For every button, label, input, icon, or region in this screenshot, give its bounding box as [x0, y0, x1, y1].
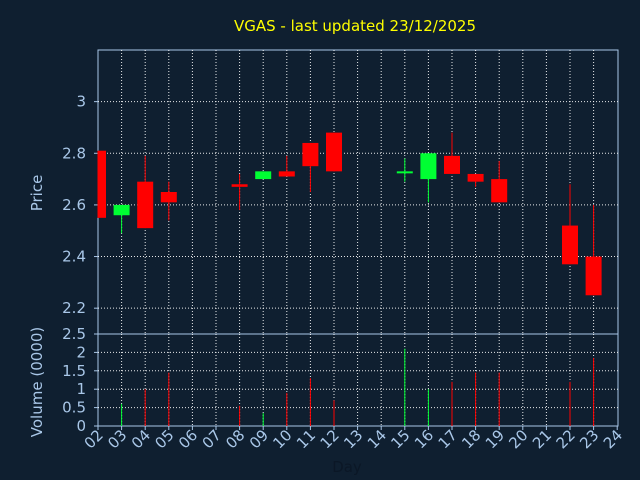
candle-body	[585, 256, 602, 296]
candle-22	[562, 184, 578, 265]
candle-body	[255, 171, 272, 180]
price-ytick-label: 3	[76, 93, 86, 111]
x-axis-label: Day	[332, 458, 362, 476]
candle-body	[491, 179, 508, 203]
x-tick-label: 09	[246, 426, 272, 452]
candle-04	[137, 155, 154, 229]
candle-08	[231, 173, 248, 211]
x-tick-label: 19	[482, 426, 508, 452]
candle-body	[137, 181, 154, 229]
candle-body	[420, 153, 437, 180]
x-tick-label: 10	[269, 426, 295, 452]
volume-ytick-label: 0.5	[62, 399, 86, 417]
volume-panel: 00.511.522.5	[62, 325, 619, 435]
candle-09	[255, 171, 272, 180]
x-tick-label: 08	[222, 426, 248, 452]
volume-ytick-label: 1	[76, 380, 86, 398]
candle-16	[420, 153, 437, 203]
volume-ytick-label: 2.5	[62, 325, 86, 343]
volume-axis-label: Volume (0000)	[28, 327, 46, 437]
candle-12	[326, 132, 342, 172]
volume-ytick-label: 1.5	[62, 362, 86, 380]
x-tick-label: 07	[199, 426, 225, 452]
price-ytick-label: 2.6	[62, 196, 86, 214]
candle-23	[585, 204, 602, 296]
candle-body	[326, 132, 342, 172]
candle-18	[467, 173, 484, 187]
x-tick-label: 12	[317, 426, 343, 452]
x-tick-label: 13	[340, 426, 366, 452]
candle-body	[562, 225, 578, 265]
candle-body	[98, 150, 106, 218]
candle-03	[113, 204, 130, 234]
candle-10	[278, 155, 295, 177]
candle-body	[396, 171, 413, 174]
x-tick-label: 16	[411, 426, 437, 452]
x-tick-label: 17	[435, 426, 461, 452]
x-tick-label: 20	[505, 426, 531, 452]
candle-17	[444, 132, 460, 174]
volume-ytick-label: 0	[76, 417, 86, 435]
x-tick-label: 14	[364, 426, 390, 452]
candle-body	[113, 204, 130, 216]
candle-body	[278, 171, 295, 177]
x-tick-label: 18	[458, 426, 484, 452]
x-tick-label: 03	[104, 426, 130, 452]
x-tick-label: 21	[529, 426, 555, 452]
x-axis-ticks: 0203040506070809101112131415161718192021…	[81, 426, 626, 452]
candle-body	[444, 155, 460, 174]
candle-19	[491, 161, 508, 203]
candle-body	[231, 184, 248, 187]
x-tick-label: 22	[553, 426, 579, 452]
x-tick-label: 23	[576, 426, 602, 452]
price-ytick-label: 2.4	[62, 248, 86, 266]
x-tick-label: 05	[151, 426, 177, 452]
candle-body	[467, 173, 484, 182]
price-ytick-label: 2.8	[62, 144, 86, 162]
candle-02	[97, 150, 106, 218]
x-tick-label: 06	[175, 426, 201, 452]
price-panel: 2.2 2.4 2.6 2.8 3	[62, 49, 619, 335]
candle-15	[396, 158, 413, 182]
candle-body	[160, 192, 177, 203]
x-tick-label: 11	[293, 426, 319, 452]
candle-body	[302, 142, 319, 167]
volume-ytick-label: 2	[76, 343, 86, 361]
x-tick-label: 04	[128, 426, 154, 452]
price-axis-label: Price	[28, 175, 46, 212]
candle-05	[160, 181, 177, 221]
x-tick-label: 24	[600, 426, 626, 452]
chart-title: VGAS - last updated 23/12/2025	[234, 17, 476, 35]
x-tick-label: 15	[387, 426, 413, 452]
candle-11	[302, 142, 319, 192]
price-ytick-label: 2.2	[62, 299, 86, 317]
